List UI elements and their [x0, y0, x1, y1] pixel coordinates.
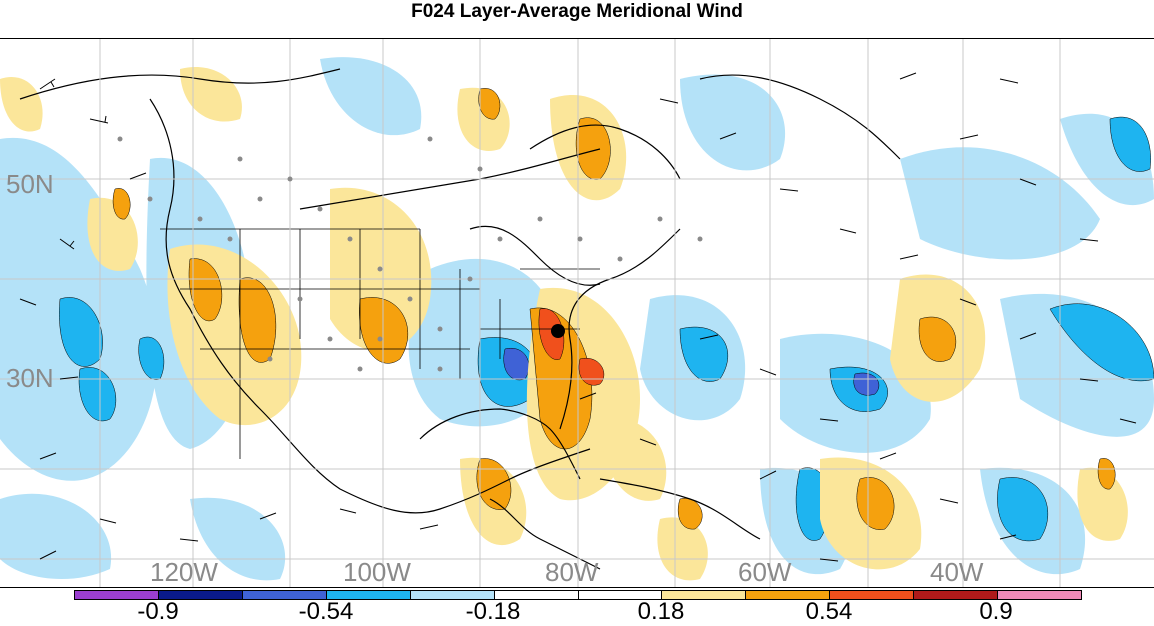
colorbar-segment	[493, 591, 578, 599]
colorbar-segment	[745, 591, 830, 599]
colorbar-segment	[409, 591, 494, 599]
colorbar-segment	[661, 591, 746, 599]
coastlines	[19, 68, 901, 570]
colorbar-segment	[157, 591, 242, 599]
graticule	[0, 39, 1154, 587]
chart-title: F024 Layer-Average Meridional Wind	[411, 1, 743, 22]
colorbar-tick: -0.18	[465, 598, 521, 625]
lat-label-30n: 30N	[6, 363, 54, 393]
lat-label-50n: 50N	[6, 169, 54, 199]
colorbar-segment	[577, 591, 662, 599]
positive-strong-field	[538, 308, 605, 386]
map-canvas	[0, 39, 1154, 587]
lon-label-80w: 80W	[545, 557, 599, 587]
highlight-point	[551, 324, 565, 338]
colorbar-segment	[325, 591, 410, 599]
colorbar-segment	[241, 591, 326, 599]
colorbar-segment	[913, 591, 998, 599]
colorbar-segment	[829, 591, 914, 599]
colorbar-segment	[75, 591, 158, 599]
colorbar-tick: 0.9	[979, 598, 1013, 625]
station-dots	[117, 136, 703, 372]
colorbar-tick: -0.9	[137, 598, 179, 625]
colorbar-tick: 0.18	[637, 598, 685, 625]
lon-label-40w: 40W	[930, 557, 984, 587]
colorbar-tick: 0.54	[805, 598, 853, 625]
lon-label-100w: 100W	[343, 557, 411, 587]
negative-mid-field	[59, 116, 1154, 542]
colorbar-segment	[997, 591, 1082, 599]
map-panel[interactable]: 50N 30N 120W 100W 80W 60W 40W	[0, 38, 1154, 588]
lon-label-120w: 120W	[150, 557, 218, 587]
lon-label-60w: 60W	[738, 557, 792, 587]
colorbar-tick: -0.54	[298, 598, 354, 625]
wind-barbs	[19, 72, 1137, 562]
colorbar	[74, 590, 1082, 600]
